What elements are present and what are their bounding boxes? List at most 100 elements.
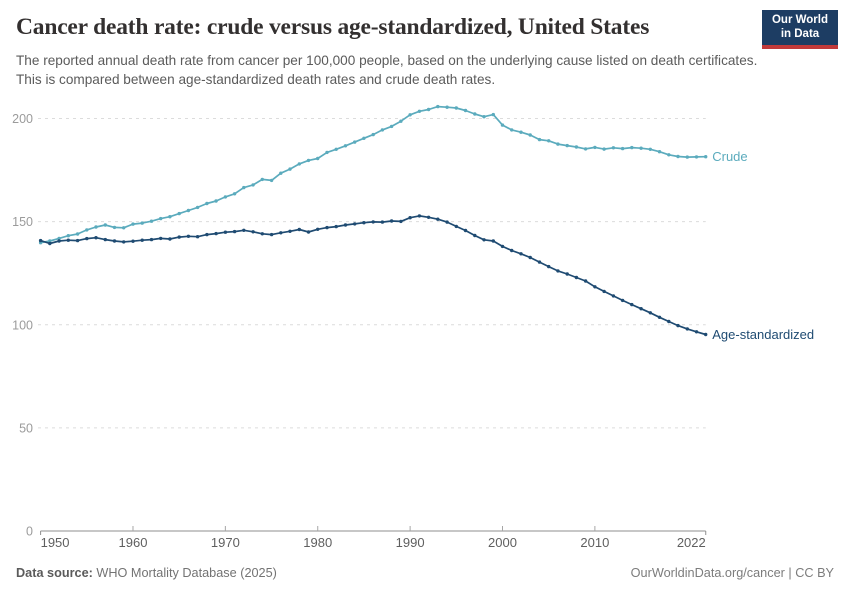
data-point [279,171,283,175]
data-point [445,105,449,109]
data-point [408,113,412,117]
data-point [602,289,606,294]
data-point [214,199,218,203]
data-point [362,136,366,140]
data-point [380,220,385,224]
y-tick-label: 0 [26,525,33,539]
x-tick-label: 1970 [211,535,240,550]
owid-logo-line1: Our World [771,14,828,26]
data-point [454,106,458,110]
x-tick-label: 1980 [303,535,332,550]
data-point [565,272,569,276]
data-point [639,146,643,150]
data-point [371,220,375,224]
data-point [223,230,228,234]
x-tick-label: 1960 [119,535,148,550]
data-point [537,260,542,264]
data-point [122,240,126,244]
data-point [648,311,652,315]
data-point [325,225,329,230]
data-point [205,232,209,237]
data-point [112,225,117,230]
data-point [75,232,80,236]
data-point [75,238,80,243]
y-tick-label: 150 [12,215,33,229]
data-point [325,150,329,155]
owid-logo-line2: in Data [780,27,820,40]
data-point [445,220,449,224]
series-end-label-crude: Crude [712,149,747,164]
data-point [205,201,209,206]
data-point [306,158,311,163]
data-point [242,228,246,232]
series-line-age-standardized [39,215,707,336]
data-point [528,133,532,137]
data-point [417,214,422,218]
data-point [639,307,643,311]
data-point [510,128,514,132]
data-point [426,215,431,219]
data-point [491,239,495,243]
data-point [334,224,338,229]
data-point [667,319,671,324]
data-point [482,115,486,119]
data-point [269,232,274,237]
data-point [48,239,52,243]
data-point [694,155,699,159]
data-point [426,107,431,112]
data-point [260,177,264,182]
data-point [537,137,542,142]
data-point [177,235,181,239]
data-point [343,144,348,148]
data-point [232,229,237,234]
data-point [528,255,532,260]
data-point [343,223,348,227]
data-point [269,178,274,183]
data-source-value: WHO Mortality Database (2025) [92,566,277,580]
data-point [463,108,468,113]
data-point [316,227,320,231]
data-point [389,124,394,129]
data-point [251,183,255,187]
y-tick-label: 100 [12,318,33,332]
data-point [288,167,292,171]
data-point [232,192,237,196]
data-point [473,112,477,116]
data-point [399,219,403,224]
data-point [353,222,357,226]
data-point [140,221,144,225]
data-point [103,237,108,242]
data-point [186,234,191,238]
data-point [408,216,412,220]
data-point [159,216,163,221]
data-point [436,104,440,109]
data-point [223,195,228,199]
data-point [417,109,422,114]
data-point [371,132,375,137]
data-point [334,147,338,151]
data-point [482,238,486,242]
y-tick-label: 50 [19,421,33,435]
data-point [168,215,172,219]
data-point [491,112,495,117]
data-point [94,225,98,229]
owid-logo[interactable]: Our World in Data [762,10,838,49]
data-point [685,327,689,331]
chart-subtitle: The reported annual death rate from canc… [16,53,758,88]
data-point [657,150,662,154]
chart-footer: Data source: WHO Mortality Database (202… [16,566,834,580]
data-point [103,223,108,227]
x-tick-label: 2000 [488,535,517,550]
data-point [306,230,311,234]
data-point [380,128,385,132]
data-point [85,228,89,232]
data-point [279,231,283,235]
data-point [583,147,588,151]
data-point [611,146,616,150]
x-tick-label: 1950 [41,535,70,550]
data-point [685,155,689,159]
data-point [66,238,71,242]
data-point [214,231,218,236]
x-tick-label: 2022 [677,535,706,550]
